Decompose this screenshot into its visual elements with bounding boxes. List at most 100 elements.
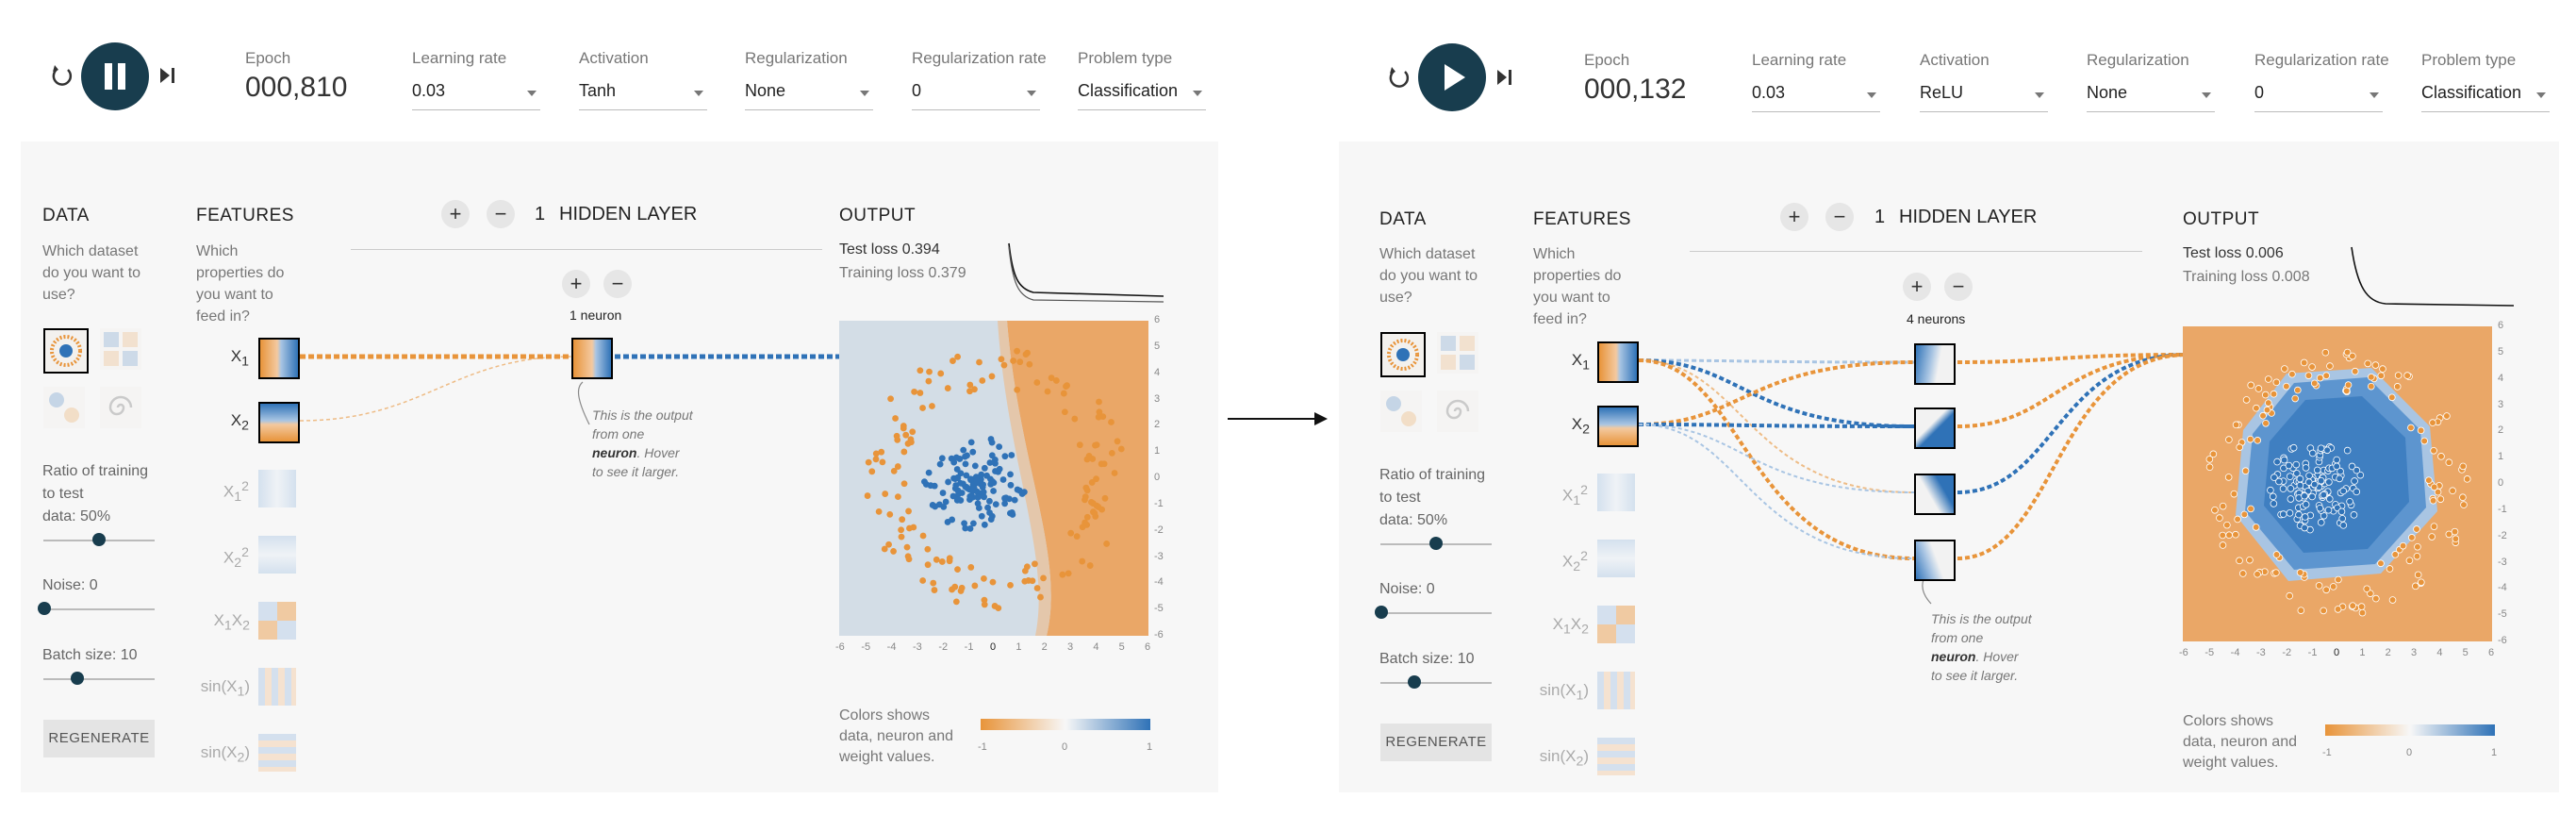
- data-point-orange: [1114, 438, 1121, 445]
- right-dataset-xor[interactable]: [1437, 332, 1478, 374]
- right-feat-sinx1[interactable]: [1597, 672, 1635, 709]
- data-point-blue: [2273, 457, 2281, 466]
- data-point-orange: [2443, 412, 2451, 420]
- right-regrate-select[interactable]: 0: [2254, 81, 2383, 112]
- left-noise-slider[interactable]: [43, 608, 155, 610]
- right-remove-neuron-button[interactable]: −: [1944, 273, 1973, 301]
- right-ratio-knob[interactable]: [1429, 537, 1443, 550]
- right-reset-icon[interactable]: [1386, 64, 1412, 95]
- data-point-orange: [1065, 570, 1072, 577]
- right-step-icon[interactable]: [1495, 68, 1514, 91]
- right-dataset-gauss[interactable]: [1380, 391, 1422, 432]
- data-point-orange: [2320, 607, 2327, 615]
- left-neuron-1[interactable]: [571, 338, 613, 379]
- left-dataset-gauss[interactable]: [43, 387, 85, 428]
- right-add-neuron-button[interactable]: +: [1903, 273, 1931, 301]
- left-remove-neuron-button[interactable]: −: [603, 270, 632, 298]
- data-point-blue: [2317, 519, 2325, 526]
- right-neuron-1[interactable]: [1914, 343, 1956, 385]
- ratio-line: to test: [42, 486, 84, 502]
- left-regularization-select[interactable]: None: [745, 79, 873, 110]
- data-point-orange: [2272, 569, 2280, 576]
- left-dataset-circle[interactable]: [43, 328, 89, 374]
- right-neuron-2[interactable]: [1914, 408, 1956, 449]
- right-batch-knob[interactable]: [1408, 675, 1421, 689]
- right-feat-x1x2[interactable]: [1597, 606, 1635, 643]
- left-noise-knob[interactable]: [38, 602, 51, 615]
- right-neuron-4[interactable]: [1914, 540, 1956, 581]
- right-remove-layer-button[interactable]: −: [1825, 203, 1854, 231]
- left-ratio-knob[interactable]: [92, 533, 106, 546]
- y-tick: 1: [1154, 445, 1161, 457]
- left-reset-icon[interactable]: [49, 62, 75, 93]
- right-lr-select[interactable]: 0.03: [1752, 81, 1880, 112]
- data-point-orange: [2417, 426, 2425, 435]
- data-point-orange: [954, 353, 961, 360]
- data-point-orange: [900, 423, 907, 429]
- left-batch-slider[interactable]: [43, 678, 155, 680]
- data-point-blue: [945, 478, 951, 486]
- left-feat-x1sq[interactable]: [258, 470, 296, 507]
- left-feat-x2[interactable]: [258, 402, 300, 443]
- data-point-orange: [989, 578, 997, 586]
- right-noise-knob[interactable]: [1375, 606, 1388, 619]
- right-feat-x2sq[interactable]: [1597, 540, 1635, 577]
- right-add-layer-button[interactable]: +: [1780, 203, 1808, 231]
- data-point-orange: [899, 516, 906, 524]
- y-tick: 6: [1154, 314, 1161, 325]
- left-add-neuron-button[interactable]: +: [562, 270, 590, 298]
- data-point-blue: [949, 492, 957, 500]
- data-point-orange: [1060, 390, 1067, 397]
- right-feat-sinx2[interactable]: [1597, 738, 1635, 775]
- right-dataset-circle[interactable]: [1380, 332, 1426, 377]
- data-point-blue: [2333, 456, 2340, 464]
- y-tick: 0: [1154, 472, 1161, 483]
- left-activation-select[interactable]: Tanh: [579, 79, 707, 110]
- data-point-orange: [1067, 529, 1075, 537]
- left-step-icon[interactable]: [158, 66, 177, 90]
- right-feat-x2[interactable]: [1597, 406, 1639, 447]
- right-dataset-spiral[interactable]: [1437, 391, 1478, 432]
- left-regrate-select[interactable]: 0: [912, 79, 1040, 110]
- right-play-button[interactable]: [1418, 43, 1486, 116]
- left-problem-select[interactable]: Classification: [1078, 79, 1206, 110]
- data-point-orange: [1092, 441, 1098, 449]
- right-feat-x1sq[interactable]: [1597, 474, 1635, 511]
- left-problem-label: Problem type: [1078, 49, 1173, 67]
- left-dataset-xor[interactable]: [100, 328, 141, 370]
- data-point-orange: [879, 458, 886, 466]
- data-point-blue: [986, 509, 993, 516]
- data-point-orange: [1010, 358, 1016, 364]
- left-remove-layer-button[interactable]: −: [487, 200, 515, 228]
- left-feat-x2sq[interactable]: [258, 536, 296, 574]
- data-point-blue: [989, 478, 996, 485]
- right-feat-x1[interactable]: [1597, 341, 1639, 383]
- data-point-orange: [2264, 375, 2272, 383]
- right-batch-slider[interactable]: [1380, 682, 1492, 684]
- data-point-orange: [1033, 585, 1041, 591]
- right-noise-slider[interactable]: [1380, 612, 1492, 614]
- note-line: from one: [1931, 630, 1984, 645]
- left-pause-button[interactable]: [81, 42, 149, 115]
- left-add-layer-button[interactable]: +: [441, 200, 470, 228]
- data-point-blue: [2339, 522, 2348, 529]
- left-regenerate-button[interactable]: REGENERATE: [43, 720, 155, 757]
- left-lr-select[interactable]: 0.03: [412, 79, 540, 110]
- right-regenerate-button[interactable]: REGENERATE: [1380, 724, 1492, 761]
- data-point-orange: [925, 377, 933, 385]
- data-point-blue: [986, 459, 994, 466]
- data-point-orange: [2358, 608, 2367, 617]
- left-batch-knob[interactable]: [71, 672, 84, 685]
- data-point-blue: [2350, 511, 2358, 519]
- data-point-orange: [2281, 365, 2288, 373]
- right-activation-select[interactable]: ReLU: [1920, 81, 2048, 112]
- left-feat-sinx2[interactable]: [258, 734, 296, 772]
- data-point-orange: [906, 524, 913, 532]
- right-regularization-select[interactable]: None: [2087, 81, 2215, 112]
- left-feat-sinx1[interactable]: [258, 668, 296, 706]
- right-problem-select[interactable]: Classification: [2421, 81, 2550, 112]
- left-dataset-spiral[interactable]: [100, 387, 141, 428]
- left-feat-x1[interactable]: [258, 338, 300, 379]
- right-neuron-3[interactable]: [1914, 474, 1956, 515]
- left-feat-x1x2[interactable]: [258, 602, 296, 640]
